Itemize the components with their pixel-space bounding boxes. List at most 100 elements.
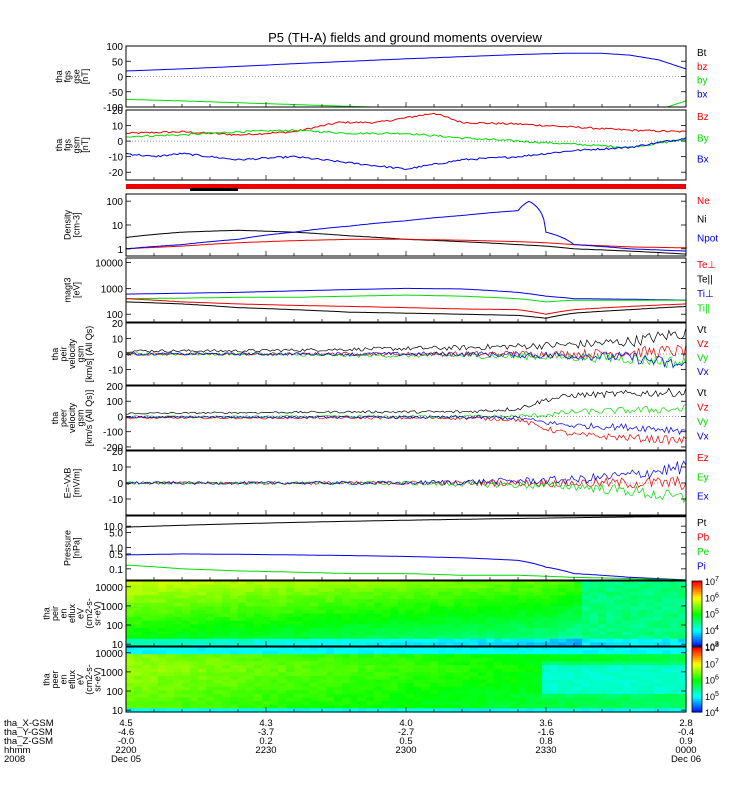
legend-entry: Te⊥ xyxy=(697,260,716,271)
colorbar: 104 105 106 107 108 xyxy=(691,642,719,718)
series-line-Vy xyxy=(125,352,687,369)
y-ticks: -100 -50 0 50 100 xyxy=(103,42,687,114)
y-tick-label: 0.5 xyxy=(109,550,123,561)
y-axis-label-line: fgs xyxy=(63,139,73,152)
legend: Te⊥ Te|| Ti⊥ Ti|| xyxy=(697,260,716,315)
y-axis-label-line: velocity xyxy=(67,338,77,369)
legend-entry: bz xyxy=(697,62,708,73)
series-line-Ex xyxy=(125,460,687,486)
y-tick-label: 5.0 xyxy=(109,529,123,540)
y-tick-label: 10000 xyxy=(95,583,123,594)
y-axis-label-line: peer xyxy=(59,409,69,427)
panel-peer-velocity: Vt Vz Vy Vx -200 -100 0 100 200 thapeervelocitygs… xyxy=(50,382,709,454)
legend-entry: Vy xyxy=(697,417,708,428)
x-axis-value: 0.8 xyxy=(539,736,552,747)
legend-entry: Pt xyxy=(697,518,707,529)
x-axis-value: -4.6 xyxy=(118,727,134,738)
y-axis-label-line: en xyxy=(59,674,69,684)
y-tick-label: 10 xyxy=(112,122,124,133)
y-axis-label-line: [cm-3] xyxy=(71,212,81,237)
y-tick-label: 100 xyxy=(106,687,123,698)
y-axis-label-line: peir xyxy=(50,606,60,621)
y-axis-label-line: eV xyxy=(76,608,86,619)
y-tick-label: 20 xyxy=(112,106,124,117)
colorbar-tick-label: 106 xyxy=(705,592,719,603)
legend-entry: Pi xyxy=(697,562,706,573)
colorbar-tick-label: 105 xyxy=(705,609,719,620)
colorbar-tick-label: 107 xyxy=(705,576,719,587)
y-axis-label: magt3[eV] xyxy=(63,277,82,302)
legend: Bz By Bx xyxy=(697,112,709,166)
panel-frame xyxy=(125,257,687,323)
x-axis-value: 0.9 xyxy=(679,736,692,747)
y-axis-label-line: E=-VxB xyxy=(63,468,73,499)
y-axis-label-line: magt3 xyxy=(63,277,73,302)
legend-entry: Te|| xyxy=(697,275,713,286)
x-axis-value: Dec 06 xyxy=(671,754,701,765)
legend-entry: Ez xyxy=(697,453,709,464)
x-axis-value: -0.0 xyxy=(118,736,134,747)
y-tick-label: 100 xyxy=(106,42,123,53)
y-tick-label: -200 xyxy=(103,443,123,454)
series-line-Npot xyxy=(125,200,687,252)
y-tick-label: 10.0 xyxy=(104,522,124,533)
legend: Vt Vz Vy Vx xyxy=(697,388,709,443)
series-line-Pe xyxy=(125,564,687,581)
series-line-Pi xyxy=(126,553,687,581)
y-axis-label-line: gse xyxy=(71,69,81,84)
legend: Ez Ey Ex xyxy=(697,453,709,503)
y-axis-label: Pressure[nPa] xyxy=(63,530,82,566)
y-axis-label-line: (cm2-s- xyxy=(84,664,94,695)
y-tick-label: 1.0 xyxy=(109,544,123,555)
y-tick-label: 1000 xyxy=(101,284,124,295)
legend: Vt Vz Vy Vx xyxy=(697,325,709,378)
panel-peir-velocity: Vt Vz Vy Vx -10 0 10 20 thapeirvelocitygsm[km/s]… xyxy=(50,319,709,386)
legend-entry: Ni xyxy=(697,215,706,226)
x-axis-row-label: tha_Y-GSM xyxy=(4,727,53,738)
legend-entry: Vx xyxy=(697,432,709,443)
y-tick-label: 1 xyxy=(117,245,123,256)
y-axis-label-line: gsm xyxy=(76,345,86,362)
x-axis-value: 0.2 xyxy=(259,736,272,747)
y-tick-label: 10 xyxy=(112,335,124,346)
legend-entry: Vx xyxy=(697,367,709,378)
legend-entry: Pe xyxy=(697,547,710,558)
y-ticks: 1 10 100 xyxy=(106,197,687,256)
y-axis-label: E=-VxB[mV/m] xyxy=(63,468,82,499)
y-tick-label: -50 xyxy=(109,88,124,99)
y-axis-label-line: tha xyxy=(42,673,52,686)
legend-entry: Vt xyxy=(697,325,707,336)
y-tick-label: 100 xyxy=(106,310,123,321)
y-tick-label: 0 xyxy=(117,413,123,424)
panel-peir-spec: 103 104 105 106 107 10 100 1000 10000 thapeirenef… xyxy=(42,576,720,652)
chart-title: P5 (TH-A) fields and ground moments over… xyxy=(268,30,542,45)
legend-entry: Bt xyxy=(697,48,707,59)
y-ticks: -10 0 10 20 xyxy=(109,447,687,515)
y-tick-label: 0 xyxy=(117,350,123,361)
y-axis-label-line: Pressure xyxy=(63,530,73,566)
y-axis-label-line: [eV] xyxy=(71,282,81,298)
x-axis-value: Dec 05 xyxy=(111,754,141,765)
x-axis-value: -2.7 xyxy=(398,727,414,738)
series-line-Vt xyxy=(126,327,687,353)
y-axis-label: Density[cm-3] xyxy=(63,209,82,240)
y-tick-label: -100 xyxy=(103,428,123,439)
panel-density: Ne Ni Npot 1 10 100 Density[cm-3] xyxy=(63,193,718,257)
y-tick-label: -10 xyxy=(109,366,124,377)
y-tick-label: 10 xyxy=(112,706,124,717)
y-axis-label-line: velocity xyxy=(67,402,77,433)
legend: Pt Pb Pe Pi xyxy=(697,518,710,573)
y-tick-label: -10 xyxy=(109,495,124,506)
colorbar: 103 104 105 106 107 xyxy=(691,576,719,652)
x-axis-row-label: 2008 xyxy=(4,754,25,765)
series-line-Vz xyxy=(125,344,687,360)
y-tick-label: 50 xyxy=(112,57,124,68)
y-ticks: -10 0 10 20 xyxy=(109,319,687,385)
x-axis-value: 2200 xyxy=(115,745,136,756)
legend-entry: Vt xyxy=(697,388,707,399)
y-axis-label-line: fgs xyxy=(63,70,73,83)
y-tick-label: -100 xyxy=(103,103,123,114)
panel-temp: Te⊥ Te|| Ti⊥ Ti|| 100 1000 10000 magt3[eV] xyxy=(63,257,716,323)
